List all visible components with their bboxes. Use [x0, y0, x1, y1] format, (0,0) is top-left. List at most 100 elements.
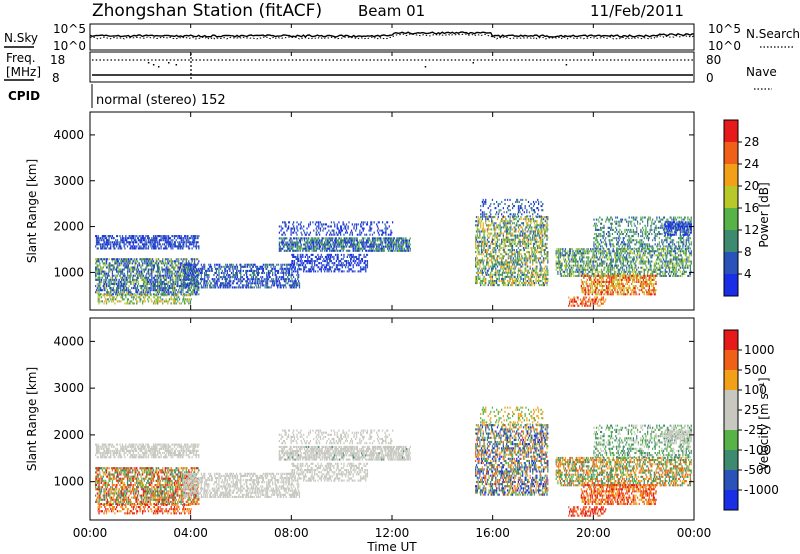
power-cell: [177, 300, 178, 302]
power-cell: [141, 287, 142, 289]
power-cell: [186, 258, 187, 260]
power-cell: [147, 262, 148, 264]
power-cell: [108, 283, 109, 285]
power-cell: [109, 285, 110, 287]
power-cell: [176, 289, 177, 291]
power-cell: [128, 298, 129, 300]
power-cell: [128, 237, 129, 239]
power-cell: [246, 274, 247, 276]
power-cell: [151, 260, 152, 262]
power-cell: [247, 280, 248, 282]
power-cell: [113, 298, 114, 300]
power-cell: [214, 266, 215, 268]
power-cell: [129, 243, 130, 245]
power-cell: [106, 237, 107, 239]
power-cell: [134, 269, 135, 271]
power-cell: [190, 272, 191, 274]
power-cell: [224, 272, 225, 274]
power-cell: [119, 294, 120, 296]
power-cell: [173, 291, 174, 293]
power-cell: [254, 270, 255, 272]
power-cell: [119, 300, 120, 302]
power-cell: [145, 237, 146, 239]
power-cell: [105, 281, 106, 283]
power-cell: [178, 289, 179, 291]
power-cell: [244, 278, 245, 280]
power-cell: [227, 278, 228, 280]
power-cell: [137, 287, 138, 289]
power-cell: [166, 247, 167, 249]
power-cell: [231, 272, 232, 274]
power-cell: [114, 258, 115, 260]
power-cell: [238, 286, 239, 288]
power-cell: [126, 260, 127, 262]
power-cell: [98, 235, 99, 237]
power-cell: [98, 287, 99, 289]
power-cell: [108, 275, 109, 277]
power-cell: [185, 282, 186, 284]
power-cell: [197, 284, 198, 286]
power-cell: [257, 282, 258, 284]
power-cell: [195, 276, 196, 278]
power-cell: [188, 302, 189, 304]
power-cell: [124, 277, 125, 279]
power-cell: [128, 289, 129, 291]
power-cell: [148, 289, 149, 291]
power-cell: [198, 272, 199, 274]
power-cell: [179, 287, 180, 289]
power-cell: [200, 282, 201, 284]
power-cell: [135, 239, 136, 241]
power-cell: [183, 266, 184, 268]
power-cell: [156, 237, 157, 239]
power-cell: [99, 285, 100, 287]
power-cell: [101, 258, 102, 260]
power-cell: [162, 271, 163, 273]
power-cell: [151, 289, 152, 291]
power-cell: [262, 266, 263, 268]
power-cell: [136, 289, 137, 291]
power-cell: [226, 280, 227, 282]
power-cell: [180, 264, 181, 266]
power-cell: [176, 258, 177, 260]
power-cell: [249, 264, 250, 266]
power-cell: [151, 273, 152, 275]
power-cell: [165, 277, 166, 279]
power-cell: [240, 278, 241, 280]
power-cell: [131, 287, 132, 289]
power-cell: [117, 258, 118, 260]
power-cell: [110, 298, 111, 300]
power-cell: [184, 280, 185, 282]
power-cell: [171, 275, 172, 277]
nave-dip: [168, 62, 170, 64]
power-cell: [171, 279, 172, 281]
power-cell: [159, 266, 160, 268]
power-cell: [192, 276, 193, 278]
power-cell: [168, 235, 169, 237]
power-cell: [108, 258, 109, 260]
power-cell: [158, 271, 159, 273]
power-cell: [172, 235, 173, 237]
freq-frame: [90, 52, 694, 82]
power-cell: [232, 286, 233, 288]
power-cell: [170, 237, 171, 239]
power-cell: [103, 275, 104, 277]
power-cell: [162, 283, 163, 285]
power-cell: [100, 237, 101, 239]
power-cell: [168, 266, 169, 268]
power-cell: [151, 271, 152, 273]
power-cell: [106, 302, 107, 304]
power-cell: [207, 282, 208, 284]
power-cell: [134, 275, 135, 277]
power-cell: [178, 258, 179, 260]
power-cell: [138, 269, 139, 271]
power-cell: [105, 298, 106, 300]
power-cell: [136, 296, 137, 298]
power-cell: [218, 268, 219, 270]
power-cell: [244, 274, 245, 276]
power-cell: [130, 269, 131, 271]
power-cell: [160, 271, 161, 273]
power-cell: [152, 241, 153, 243]
power-cell: [263, 280, 264, 282]
power-cell: [181, 277, 182, 279]
power-cell: [111, 281, 112, 283]
